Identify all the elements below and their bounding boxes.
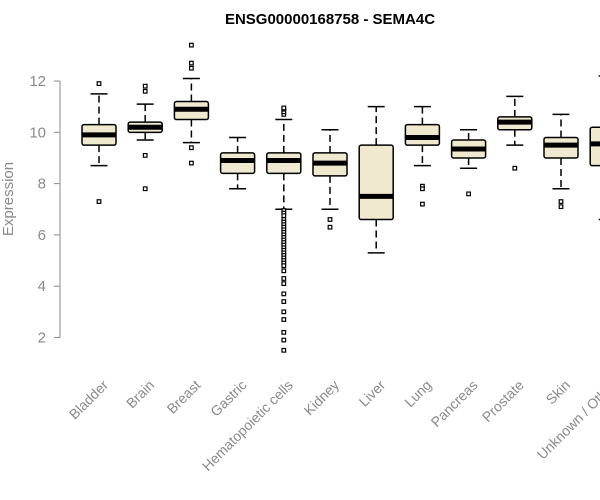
box-iqr	[358, 144, 394, 221]
x-category-label: Brain	[123, 377, 157, 411]
box-iqr	[266, 152, 302, 175]
outlier-point	[281, 329, 287, 335]
outlier-point	[281, 317, 287, 322]
outlier-point	[420, 186, 425, 192]
outlier-point	[281, 105, 287, 111]
box-gastric	[219, 136, 256, 190]
box-iqr	[219, 152, 256, 175]
x-category-label: Kidney	[301, 377, 343, 419]
box-breast	[173, 42, 210, 166]
outlier-point	[558, 204, 564, 210]
outlier-point	[142, 83, 148, 89]
y-axis: 2 4 6 8 10 12	[29, 73, 61, 346]
x-category-label: Liver	[356, 377, 389, 410]
box-liver	[358, 105, 394, 254]
outlier-point	[512, 165, 518, 171]
outlier-point	[189, 145, 194, 151]
x-category-label: Gastric	[207, 377, 250, 420]
outlier-point	[281, 291, 287, 297]
outlier-point	[142, 153, 148, 158]
y-tick-label: 8	[38, 176, 46, 193]
outlier-point	[558, 199, 564, 204]
y-tick-label: 4	[38, 278, 46, 295]
outlier-point	[96, 81, 102, 86]
y-axis-label: Expression	[0, 162, 17, 236]
x-category-label: Prostate	[479, 377, 527, 425]
outlier-point	[281, 299, 287, 304]
outlier-point	[189, 160, 194, 166]
outlier-point	[281, 268, 287, 274]
box-hematopoietic-cells	[266, 105, 302, 353]
outlier-point	[281, 281, 287, 287]
outlier-point	[281, 263, 287, 269]
box-iqr	[404, 123, 441, 146]
y-tick-label: 12	[29, 73, 46, 90]
outlier-point	[142, 88, 148, 94]
outlier-point	[281, 347, 287, 353]
outlier-point	[281, 276, 287, 281]
y-tick-label: 2	[38, 329, 46, 346]
x-category-label: Bladder	[66, 377, 112, 423]
box-brain	[127, 83, 163, 192]
outlier-point	[96, 199, 102, 204]
outlier-point	[189, 65, 194, 71]
box-unknown-other	[589, 75, 600, 221]
outlier-point	[189, 42, 194, 48]
outlier-point	[281, 309, 287, 315]
outlier-point	[281, 213, 287, 219]
outlier-point	[327, 224, 333, 230]
outlier-point	[420, 201, 425, 207]
box-pancreas	[450, 129, 487, 197]
box-lung	[404, 105, 441, 207]
box-bladder	[81, 81, 117, 204]
chart-title: ENSG00000168758 - SEMA4C	[225, 11, 435, 28]
box-iqr	[589, 126, 600, 167]
outlier-point	[327, 217, 333, 222]
y-tick-label: 6	[38, 227, 46, 244]
box-series	[81, 42, 600, 353]
outlier-point	[189, 60, 194, 66]
x-category-label: Hematopoietic cells	[199, 377, 296, 474]
box-kidney	[312, 129, 348, 230]
x-category-label: Pancreas	[428, 377, 481, 430]
y-tick-label: 10	[29, 124, 46, 141]
box-skin	[543, 113, 579, 210]
x-category-label: Lung	[401, 377, 434, 410]
box-prostate	[497, 95, 533, 171]
box-iqr	[543, 136, 579, 159]
outlier-point	[466, 191, 471, 197]
x-category-label: Skin	[543, 377, 574, 408]
outlier-point	[142, 186, 148, 192]
x-category-label: Breast	[164, 377, 204, 417]
outlier-point	[281, 337, 287, 343]
